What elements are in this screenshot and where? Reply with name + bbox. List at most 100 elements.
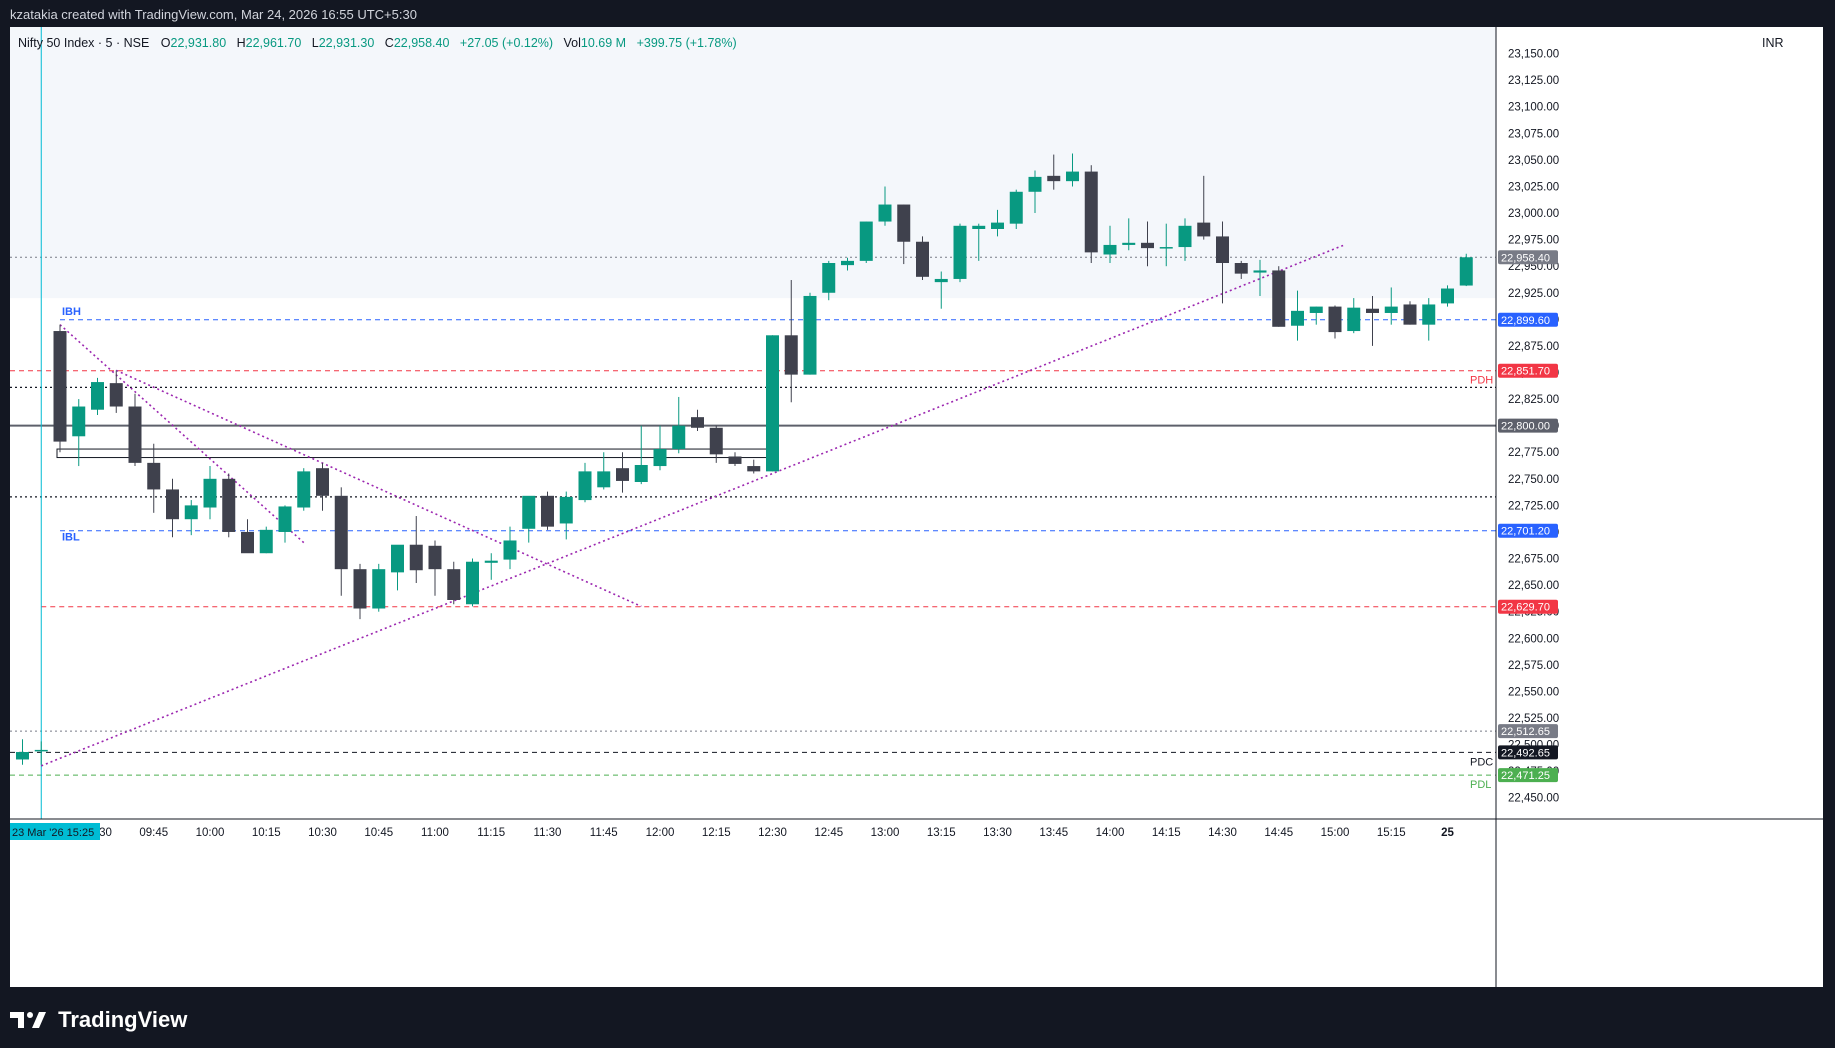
candle-body [72, 406, 86, 437]
candle [784, 280, 798, 403]
candle-body [334, 495, 348, 570]
candle [91, 377, 104, 416]
candle-body [1178, 225, 1192, 248]
x-tick-label: 11:15 [477, 827, 505, 839]
candle [334, 487, 348, 596]
candle-body [672, 425, 686, 450]
candle [1122, 218, 1136, 251]
price-tag-text-low: 22,629.70 [1501, 602, 1550, 614]
candle [1047, 154, 1061, 190]
candle-body [1347, 307, 1361, 332]
candle-body [503, 540, 517, 560]
candle [1328, 305, 1342, 339]
x-tick-label: 10:30 [308, 827, 337, 839]
candle-body [1216, 236, 1229, 264]
candle [184, 500, 198, 536]
candle-body [972, 225, 986, 229]
change-value: +27.05 (+0.12%) [459, 36, 554, 50]
candle-body [1159, 247, 1173, 249]
candle-body [1403, 304, 1417, 325]
candle [34, 741, 48, 765]
y-tick-label: 23,100.00 [1508, 102, 1559, 114]
symbol-label[interactable]: Nifty 50 Index · 5 · NSE [18, 36, 150, 50]
candle-body [597, 471, 611, 488]
candle-body [1234, 263, 1248, 274]
candle [859, 221, 873, 264]
candle [1422, 298, 1436, 341]
x-tick-label: 12:45 [814, 827, 843, 839]
candle [934, 271, 948, 309]
candle-body [372, 569, 386, 609]
candle-body [766, 335, 779, 472]
candle [147, 443, 161, 513]
x-tick-label: 10:15 [252, 827, 281, 839]
candle-body [841, 260, 854, 266]
x-tick-label: 15:15 [1377, 827, 1406, 839]
candle [1291, 290, 1304, 341]
candle [916, 236, 929, 281]
candle-body [634, 464, 648, 483]
y-tick-label: 22,875.00 [1508, 341, 1559, 353]
candle-body [1366, 308, 1379, 313]
candle [109, 370, 123, 413]
candle [466, 558, 479, 607]
currency-label[interactable]: INR [1762, 36, 1784, 50]
candle-body [916, 241, 929, 277]
candle-body [1103, 244, 1117, 255]
price-tag-last-price [1498, 250, 1558, 265]
candle [297, 468, 311, 511]
candle-body [934, 278, 948, 283]
candle-body [1122, 242, 1136, 245]
y-tick-label: 22,650.00 [1508, 580, 1559, 592]
candlestick-chart[interactable]: 22,450.0022,475.0022,500.0022,525.0022,5… [10, 27, 1823, 987]
x-tick-label: 10:00 [196, 827, 225, 839]
price-tag-round [1498, 418, 1558, 433]
candle-body [578, 471, 592, 501]
candle-body [1422, 304, 1436, 325]
high-value: 22,961.70 [245, 36, 302, 50]
price-tag-text-last-price: 22,958.40 [1501, 252, 1550, 264]
candle [53, 324, 67, 453]
candle [409, 516, 423, 583]
candle [241, 519, 254, 554]
candle-body [1328, 306, 1342, 333]
x-tick-label: 13:30 [983, 827, 1012, 839]
candle-body [822, 263, 836, 293]
price-tag-text-round: 22,800.00 [1501, 421, 1550, 433]
candle [522, 495, 536, 543]
close-value: 22,958.40 [393, 36, 450, 50]
candle-body [203, 478, 217, 508]
volume-change-value: +399.75 (+1.78%) [636, 36, 737, 50]
candle [728, 452, 742, 467]
candle [597, 452, 611, 490]
candle [1159, 223, 1173, 267]
candle [953, 223, 967, 283]
candle [1216, 221, 1229, 304]
candle-body [616, 468, 629, 481]
candle [1347, 298, 1361, 334]
attribution-text: kzatakia created with TradingView.com, M… [10, 7, 417, 22]
candle-body [428, 545, 442, 570]
x-tick-label: 11:45 [590, 827, 618, 839]
candle [16, 739, 29, 765]
level-label-PDL: PDL [1470, 779, 1491, 791]
y-tick-label: 23,050.00 [1508, 155, 1559, 167]
candle-body [1066, 171, 1079, 182]
candle-body [316, 468, 329, 496]
candle [972, 223, 986, 261]
x-tick-label: 13:15 [927, 827, 956, 839]
candle-body [184, 505, 198, 520]
candle-body [222, 478, 236, 532]
zone-box [10, 27, 1496, 299]
candle [447, 561, 461, 605]
y-tick-label: 23,150.00 [1508, 49, 1559, 61]
candle [128, 393, 142, 467]
y-tick-label: 23,025.00 [1508, 181, 1559, 193]
candle [1197, 175, 1211, 240]
candle [1384, 287, 1398, 325]
price-tag-IBH [1498, 312, 1558, 327]
zone-box [56, 448, 776, 459]
candle [1234, 260, 1248, 279]
y-tick-label: 22,775.00 [1508, 447, 1559, 459]
chart-frame[interactable]: 22,450.0022,475.0022,500.0022,525.0022,5… [10, 27, 1823, 987]
